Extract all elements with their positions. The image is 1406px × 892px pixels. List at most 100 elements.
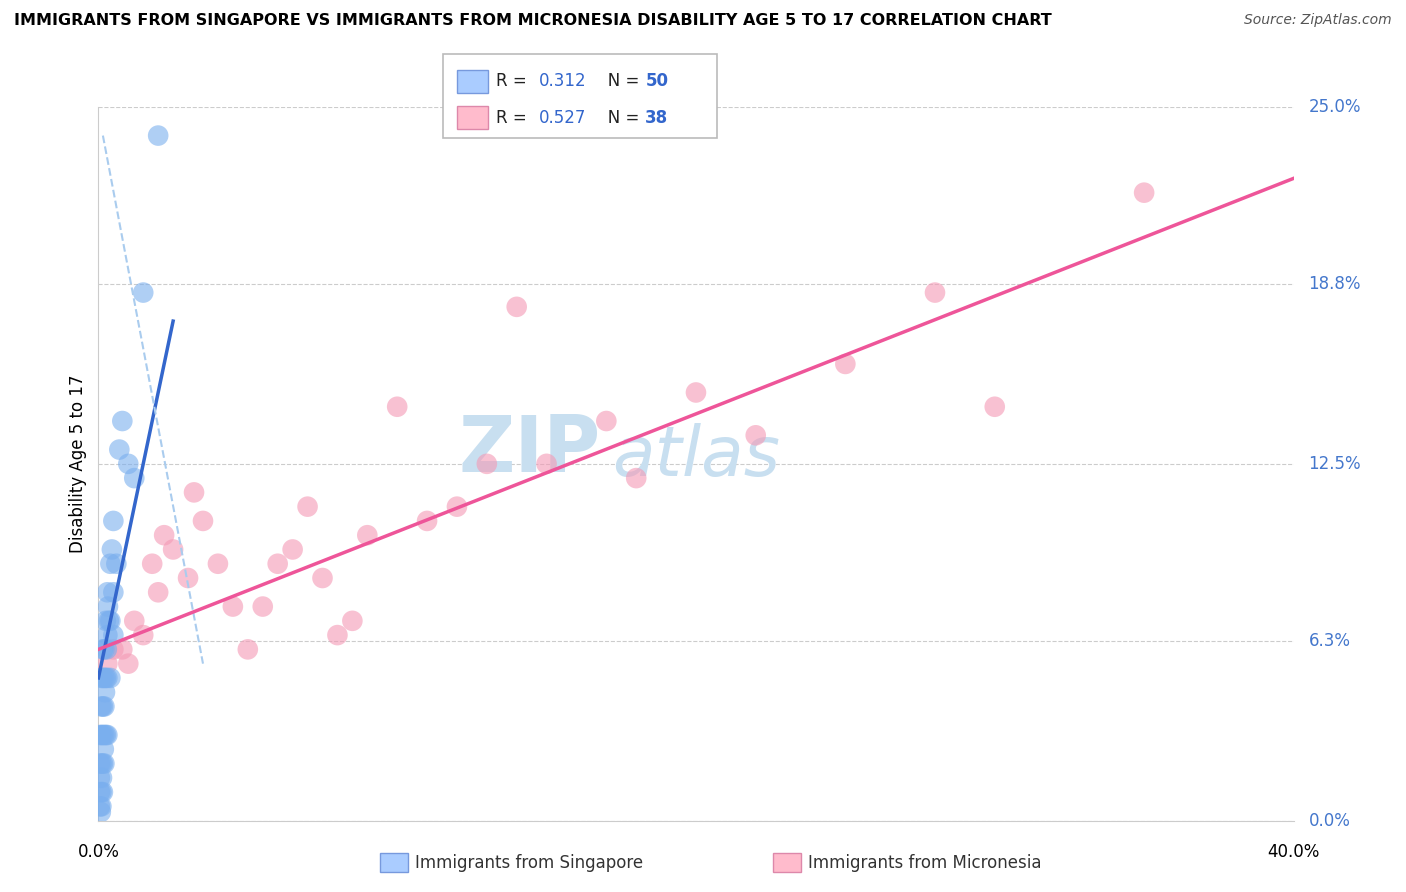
Text: 0.0%: 0.0%	[1309, 812, 1350, 830]
Text: Immigrants from Singapore: Immigrants from Singapore	[415, 854, 643, 871]
Point	[103, 642, 125, 657]
Text: 12.5%: 12.5%	[1309, 455, 1361, 473]
Point	[177, 571, 200, 585]
Point	[342, 614, 364, 628]
Point	[924, 285, 946, 300]
Point	[93, 671, 115, 685]
Point	[94, 728, 117, 742]
Point	[117, 657, 139, 671]
Point	[94, 671, 117, 685]
Point	[93, 728, 115, 742]
Point	[132, 628, 155, 642]
Point	[96, 671, 118, 685]
Point	[252, 599, 274, 614]
Point	[183, 485, 205, 500]
Point	[124, 614, 146, 628]
Point	[475, 457, 498, 471]
Point	[89, 799, 111, 814]
Y-axis label: Disability Age 5 to 17: Disability Age 5 to 17	[69, 375, 87, 553]
Point	[105, 557, 128, 571]
Text: N =: N =	[592, 72, 644, 90]
Point	[281, 542, 304, 557]
Text: 38: 38	[645, 109, 668, 127]
Point	[90, 756, 112, 771]
Point	[89, 756, 111, 771]
Point	[124, 471, 146, 485]
Point	[267, 557, 290, 571]
Point	[103, 514, 125, 528]
Point	[153, 528, 176, 542]
Point	[297, 500, 319, 514]
Point	[98, 671, 122, 685]
Point	[94, 614, 117, 628]
Point	[834, 357, 856, 371]
Point	[91, 671, 114, 685]
Text: 50: 50	[645, 72, 668, 90]
Point	[97, 599, 120, 614]
Point	[90, 728, 112, 742]
Point	[97, 614, 120, 628]
Point	[90, 699, 112, 714]
Point	[207, 557, 229, 571]
Point	[90, 671, 112, 685]
Point	[111, 642, 134, 657]
Point	[98, 614, 122, 628]
Point	[685, 385, 707, 400]
Point	[93, 642, 115, 657]
Text: R =: R =	[496, 72, 533, 90]
Point	[93, 742, 115, 756]
Point	[311, 571, 333, 585]
Text: 25.0%: 25.0%	[1309, 98, 1361, 116]
Point	[93, 699, 115, 714]
Point	[90, 805, 112, 819]
Point	[595, 414, 617, 428]
Point	[191, 514, 214, 528]
Text: 18.8%: 18.8%	[1309, 275, 1361, 293]
Point	[91, 642, 114, 657]
Point	[94, 685, 117, 699]
Point	[89, 785, 111, 799]
Point	[103, 585, 125, 599]
Point	[93, 756, 115, 771]
Point	[983, 400, 1005, 414]
Point	[91, 756, 114, 771]
Text: Source: ZipAtlas.com: Source: ZipAtlas.com	[1244, 13, 1392, 28]
Point	[89, 728, 111, 742]
Point	[1133, 186, 1156, 200]
Point	[91, 785, 114, 799]
Point	[96, 728, 118, 742]
Point	[416, 514, 439, 528]
Point	[96, 657, 118, 671]
Text: 0.527: 0.527	[538, 109, 586, 127]
Point	[326, 628, 349, 642]
Text: 40.0%: 40.0%	[1267, 844, 1320, 862]
Text: ZIP: ZIP	[458, 411, 600, 488]
Point	[101, 542, 124, 557]
Point	[222, 599, 245, 614]
Point	[96, 628, 118, 642]
Point	[90, 785, 112, 799]
Text: atlas: atlas	[612, 423, 780, 491]
Text: 6.3%: 6.3%	[1309, 632, 1350, 649]
Point	[98, 557, 122, 571]
Text: R =: R =	[496, 109, 533, 127]
Point	[96, 585, 118, 599]
Point	[90, 799, 112, 814]
Text: 0.0%: 0.0%	[77, 844, 120, 862]
Point	[96, 642, 118, 657]
Point	[745, 428, 768, 442]
Point	[111, 414, 134, 428]
Point	[536, 457, 558, 471]
Point	[132, 285, 155, 300]
Point	[148, 128, 170, 143]
Point	[624, 471, 647, 485]
Point	[91, 699, 114, 714]
Point	[117, 457, 139, 471]
Point	[89, 771, 111, 785]
Point	[506, 300, 529, 314]
Text: IMMIGRANTS FROM SINGAPORE VS IMMIGRANTS FROM MICRONESIA DISABILITY AGE 5 TO 17 C: IMMIGRANTS FROM SINGAPORE VS IMMIGRANTS …	[14, 13, 1052, 29]
Text: N =: N =	[592, 109, 644, 127]
Text: Immigrants from Micronesia: Immigrants from Micronesia	[808, 854, 1042, 871]
Point	[91, 771, 114, 785]
Point	[103, 628, 125, 642]
